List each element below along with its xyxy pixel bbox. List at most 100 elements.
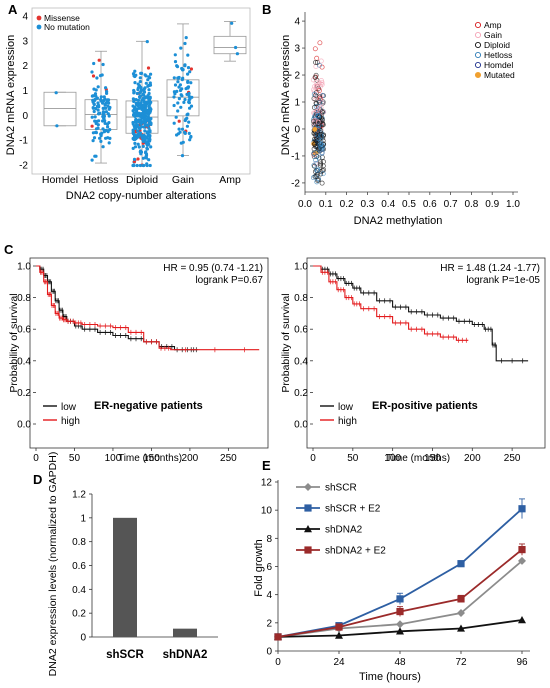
legend-missense-marker	[36, 15, 42, 21]
panel-a-point	[187, 101, 191, 105]
panel-e-y-tick-label: 10	[261, 506, 273, 517]
panel-a-point	[90, 115, 94, 119]
panel-a-point	[135, 119, 139, 123]
panel-a-point	[101, 114, 105, 119]
panel-a-point	[173, 53, 177, 57]
panel-b-y-tick-label: 3	[294, 44, 300, 55]
panel-a-point	[186, 86, 190, 90]
panel-a-point	[101, 62, 105, 67]
panel-a-point	[92, 136, 97, 140]
panel-b-legend-marker	[474, 41, 482, 49]
panel-a-point	[132, 99, 136, 103]
panel-a-point	[146, 111, 150, 115]
panel-a-point	[187, 94, 191, 99]
panel-b-legend-marker	[474, 51, 482, 59]
panel-b-point	[315, 119, 321, 125]
panel-b-x-tick-label: 1.0	[506, 199, 520, 210]
panel-a-point	[104, 106, 108, 110]
panel-a-point	[95, 119, 99, 123]
panel-a-point	[147, 104, 151, 108]
panel-a-point	[107, 107, 111, 111]
panel-c-left-x-tick-label: 0	[33, 453, 39, 464]
panel-e-marker	[518, 556, 526, 565]
panel-c-left-pvalue-text: logrank P=0.67	[195, 275, 263, 286]
panel-a-point	[176, 76, 180, 80]
panel-a-point	[137, 84, 142, 88]
panel-a-point	[142, 93, 146, 97]
legend-low-label: low	[61, 402, 77, 413]
panel-a-point	[183, 41, 187, 46]
panel-a-point	[99, 139, 103, 143]
panel-a-point	[94, 130, 98, 134]
panel-a-x-tick-label: Homdel	[42, 174, 78, 186]
panel-a-point	[132, 88, 136, 93]
panel-a-point	[178, 130, 182, 134]
panel-a-point	[103, 97, 107, 101]
panel-a-point	[134, 125, 138, 129]
panel-a-point	[143, 121, 147, 125]
panel-b-point	[320, 93, 326, 99]
panel-c-right-y-tick-label: 0.6	[294, 325, 308, 336]
panel-b-point	[316, 136, 322, 142]
panel-a-point	[134, 98, 138, 102]
panel-b-legend-marker	[474, 31, 482, 39]
panel-a-point	[178, 88, 183, 93]
panel-d-y-tick-label: 1.2	[72, 490, 86, 501]
panel-a-point	[104, 128, 108, 132]
panel-a-y-tick-label: -1	[19, 136, 28, 147]
panel-e-lines	[274, 498, 526, 641]
panel-a-x-tick-labels: Homdel Hetloss Diploid Gain Amp	[42, 174, 241, 186]
panel-c-right-y-tick-label: 0.0	[294, 420, 308, 431]
panel-a-point	[94, 154, 98, 158]
panel-a-point	[136, 142, 140, 146]
panel-d-y-tick-label: 0	[80, 633, 86, 644]
panel-a-y-tick-label: 2	[22, 61, 28, 72]
panel-d-bar-shDNA2	[173, 628, 197, 637]
panel-a-point	[138, 114, 142, 118]
panel-e-legend: shSCR shSCR + E2 shDNA2 shDNA2 + E2	[296, 483, 386, 557]
panel-a-point	[188, 106, 192, 110]
panel-a-point	[142, 88, 146, 92]
panel-a-point	[141, 139, 145, 143]
legend-high-label: high	[61, 416, 80, 427]
panel-b-x-tick-label: 0.2	[340, 199, 354, 210]
panel-a-point	[189, 81, 193, 85]
panel-a-point	[102, 112, 106, 116]
panel-c-left-x-tick-label: 200	[182, 453, 199, 464]
panel-e-marker	[274, 633, 282, 641]
panel-a-point	[91, 106, 95, 110]
panel-a-point	[187, 120, 191, 124]
panel-a-point	[145, 118, 149, 122]
panel-c-left-legend: low high	[43, 402, 80, 427]
panel-b-point	[315, 113, 321, 118]
panel-b-axes: -2 -1 0 1 2 3 4 0.0 0.1 0.2 0.3 0.4 0.5 0.6 0.7 0.8 0.9 1…	[291, 12, 520, 210]
panel-c-right-y-tick-label: 0.2	[294, 388, 308, 399]
panel-e-marker	[396, 595, 404, 603]
panel-a-point	[133, 69, 137, 73]
panel-a-y-tick-label: 3	[22, 36, 28, 47]
panel-c-left-title: ER-negative patients	[94, 400, 203, 412]
panel-a-point	[186, 72, 190, 76]
panel-a-point	[94, 94, 98, 98]
panel-a-point	[95, 76, 99, 80]
panel-a-point	[186, 53, 190, 57]
panel-a-point	[175, 64, 179, 68]
panel-e-y-tick-label: 2	[266, 618, 272, 629]
panel-a-point	[189, 135, 193, 139]
panel-d-bar-shSCR	[113, 517, 137, 637]
panel-a-point	[132, 163, 136, 168]
panel-a-point	[92, 61, 96, 66]
panel-a-point	[149, 107, 153, 111]
panel-e-y-tick-label: 8	[266, 534, 272, 545]
panel-a-point	[149, 145, 153, 149]
panel-b-x-tick-label: 0.7	[444, 199, 458, 210]
panel-d-x-tick-label: shDNA2	[163, 649, 208, 661]
panel-a-point	[149, 117, 153, 121]
panel-a-point	[146, 100, 150, 104]
panel-a-point	[137, 145, 141, 149]
panel-a-point	[145, 141, 149, 145]
panel-a-point	[141, 156, 145, 160]
panel-a-point	[138, 163, 142, 168]
